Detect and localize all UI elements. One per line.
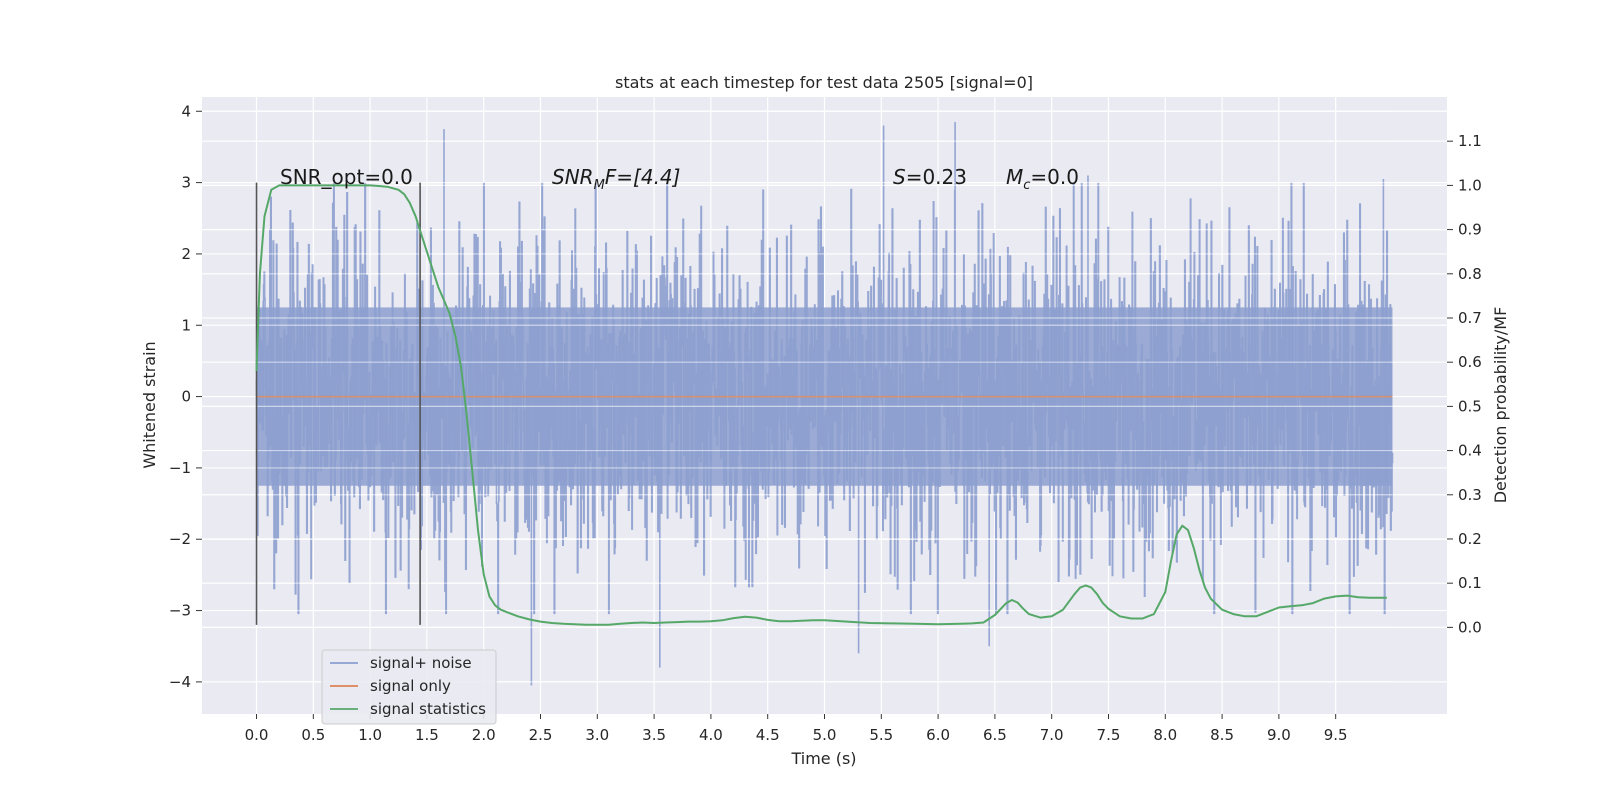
y-tick-label: −3 [169,602,191,620]
legend-label-signal-only: signal only [370,677,451,695]
legend-label-signal-noise: signal+ noise [370,654,472,672]
y2-tick-label: 0.9 [1458,221,1482,239]
annotation-s-value: =0.23 [906,165,967,189]
y-axis-label: Whitened strain [140,341,159,468]
annotation-mc-base: M [1006,165,1023,189]
annotation-snr-mf: SNRMF=[4.4] [552,165,680,193]
x-tick-label: 3.5 [642,726,666,744]
x-tick-label: 1.5 [415,726,439,744]
annotation-s: S=0.23 [893,165,967,189]
x-tick-label: 3.0 [585,726,609,744]
x-tick-label: 7.5 [1097,726,1121,744]
annotation-mc-sub: c [1023,178,1030,193]
x-tick-label: 2.5 [529,726,553,744]
y-tick-label: −1 [169,459,191,477]
y2-tick-label: 0.4 [1458,442,1482,460]
x-tick-label: 5.5 [869,726,893,744]
y-tick-label: 1 [181,316,191,334]
axes-ticks: 0.0 0.5 1.0 1.5 2.0 2.5 3.0 3.5 4.0 4.5 5.0 5.5 6.0 6… [169,102,1482,744]
x-tick-label: 0.0 [245,726,269,744]
annotation-snr-mf-sub: M [594,178,605,193]
y-tick-label: 0 [181,388,191,406]
y-tick-label: 2 [181,245,191,263]
y2-tick-label: 0.0 [1458,618,1482,636]
y2-tick-label: 0.8 [1458,265,1482,283]
vertical-markers [255,182,421,625]
x-tick-label: 4.0 [699,726,723,744]
y2-tick-label: 0.5 [1458,397,1482,415]
y2-tick-label: 0.6 [1458,353,1482,371]
chart-title: stats at each timestep for test data 250… [615,73,1033,92]
y2-tick-label: 0.2 [1458,530,1482,548]
x-tick-label: 8.5 [1210,726,1234,744]
x-tick-label: 6.0 [926,726,950,744]
y2-tick-label: 0.3 [1458,486,1482,504]
x-tick-label: 1.0 [358,726,382,744]
x-tick-label: 6.5 [983,726,1007,744]
y-tick-label: −2 [169,530,191,548]
x-tick-label: 2.0 [472,726,496,744]
x-tick-label: 9.5 [1324,726,1348,744]
legend-box [321,649,497,725]
y2-tick-label: 1.1 [1458,132,1482,150]
annotation-mc: Mc=0.0 [1006,165,1079,193]
x-tick-label: 7.0 [1040,726,1064,744]
x-tick-label: 4.5 [756,726,780,744]
legend: signal+ noise signal only signal statist… [321,649,497,725]
annotation-snr-mf-rest: F=[4.4] [605,165,681,189]
annotation-snr-opt: SNR_opt=0.0 [280,165,413,189]
y2-tick-label: 1.0 [1458,176,1482,194]
annotation-mc-value: =0.0 [1030,165,1079,189]
y-tick-label: 4 [181,102,191,120]
series-signal-statistics [255,184,1387,626]
y2-axis-label: Detection probability/MF [1491,307,1510,504]
x-tick-label: 5.0 [813,726,837,744]
y2-tick-label: 0.1 [1458,574,1482,592]
legend-label-signal-statistics: signal statistics [370,700,486,718]
y2-tick-label: 0.7 [1458,309,1482,327]
annotation-snr-mf-base: SNR [552,165,594,189]
x-tick-label: 9.0 [1267,726,1291,744]
y-tick-label: −4 [169,673,191,691]
x-axis-label: Time (s) [790,749,856,768]
annotation-s-italic: S [893,165,906,189]
x-tick-label: 0.5 [301,726,325,744]
y-tick-label: 3 [181,174,191,192]
statistics-line [255,184,1387,626]
x-tick-label: 8.0 [1153,726,1177,744]
